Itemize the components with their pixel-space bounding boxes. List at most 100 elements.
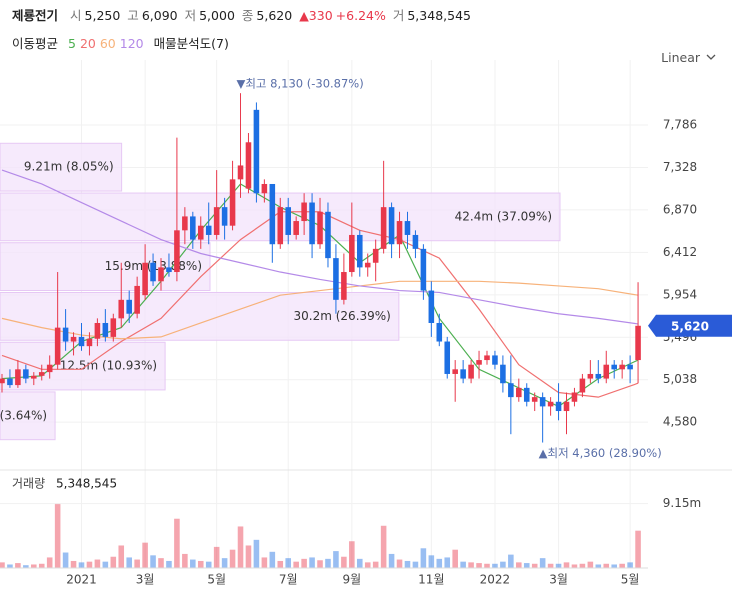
candle-body (38, 372, 45, 376)
candle-body (158, 267, 164, 282)
volume-profile-label: 9.21m (8.05%) (24, 160, 114, 174)
candle-body (492, 355, 498, 365)
candle-body (54, 327, 61, 365)
candle-body (396, 221, 403, 245)
volume-bar (412, 561, 419, 568)
volume-bar (269, 551, 276, 568)
candle-body (603, 364, 610, 379)
volume-bar (635, 530, 641, 568)
volume-bar (500, 561, 506, 568)
header: 제룡전기 시 5,250 고 6,090 저 5,000 종 5,620 ▲330 +6.… (12, 5, 474, 24)
candle-body (349, 234, 355, 273)
volume-profile-label: 42.4m (37.09%) (455, 209, 552, 223)
volume-profile-bar (0, 391, 56, 441)
volume-bar (126, 557, 132, 568)
y-tick-label: 5,496 (663, 330, 697, 344)
x-tick-label: 3월 (549, 573, 568, 587)
candle-body (468, 364, 474, 379)
candle-body (253, 109, 260, 194)
volume-bar (182, 553, 188, 568)
y-tick-label: 5,038 (663, 372, 697, 386)
candle-body (102, 322, 109, 337)
candle-body (126, 299, 132, 314)
volume-bar (547, 563, 554, 568)
candle-body (31, 375, 37, 379)
volume-bar (523, 563, 530, 568)
x-tick-label: 5월 (621, 573, 640, 587)
volume-bar (579, 563, 586, 568)
candle-body (309, 202, 315, 245)
candle-body (587, 373, 594, 379)
volume-bar (0, 562, 5, 568)
volume-bar (205, 561, 212, 568)
candle-body (356, 234, 363, 268)
volume-bar (476, 563, 482, 568)
label: 종 (241, 8, 254, 23)
volume-bar (356, 558, 363, 568)
volume-profile-bar (0, 341, 166, 391)
candle-body (7, 378, 13, 386)
volume-bar (341, 556, 347, 568)
candle-body (293, 221, 299, 235)
volume-profile-label: 4.17m (3.64%) (0, 408, 47, 422)
label: 거 (392, 8, 405, 23)
volume-bar (364, 562, 371, 568)
scale-label: Linear (661, 50, 701, 65)
candle-body (15, 369, 21, 386)
change: ▲330 (299, 8, 333, 23)
volume-bar (229, 549, 236, 568)
scale-button[interactable]: Linear (661, 50, 716, 65)
price-tag-label: 5,620 (671, 319, 709, 333)
candle-body (213, 207, 220, 235)
candle-body (205, 225, 212, 235)
volume-bar (420, 548, 427, 568)
volume-bar (15, 563, 21, 568)
candle-body (523, 387, 530, 402)
candle-body (62, 327, 69, 342)
candle-body (229, 179, 236, 226)
y-tick-label: 7,786 (663, 118, 697, 132)
volume-bar (46, 557, 53, 568)
volume-bar (7, 564, 13, 568)
candle-body (190, 216, 196, 240)
volume-bar (54, 503, 61, 568)
label: 고 (127, 8, 139, 23)
volume-bar (213, 546, 220, 568)
moving-average-line (1, 169, 639, 325)
volume-bar (531, 563, 538, 568)
volume-bar (595, 564, 602, 568)
legend-entry: 20 (79, 36, 96, 51)
volume-bar (102, 561, 109, 568)
legend-title: 이동평균 (12, 36, 59, 51)
candle-body (627, 364, 633, 370)
value: 5,000 (199, 8, 235, 23)
candle-body (166, 267, 172, 273)
volume-bar (301, 558, 307, 568)
candle-body (531, 397, 538, 402)
volume-bar (253, 539, 260, 568)
candle-body (221, 207, 228, 226)
candle-body (539, 397, 546, 407)
x-tick-label: 9월 (342, 573, 361, 587)
legend-profile: 매물분석도(7) (153, 36, 229, 51)
volume-profile-bar (0, 142, 123, 192)
candle-body (285, 207, 292, 235)
y-tick-label: 6,412 (663, 245, 697, 259)
volume-bar (444, 557, 451, 568)
volume-bar (237, 526, 244, 568)
value: 6,090 (141, 8, 178, 23)
candle-body (420, 248, 427, 291)
candle-body (317, 211, 323, 245)
volume-bar (436, 558, 443, 568)
volume-bar (388, 553, 395, 568)
candle-body (635, 325, 641, 361)
candle-body (0, 378, 5, 384)
candle-body (460, 369, 466, 379)
volume-bar (627, 562, 633, 568)
y-tick-label: 6,870 (663, 202, 697, 216)
volume-bar (603, 563, 610, 568)
annotation: ▲최저 4,360 (28.90%) (539, 446, 662, 460)
candle-body (78, 336, 85, 347)
volume-tick-label: 9.15m (663, 496, 701, 510)
volume-bar (277, 560, 284, 568)
